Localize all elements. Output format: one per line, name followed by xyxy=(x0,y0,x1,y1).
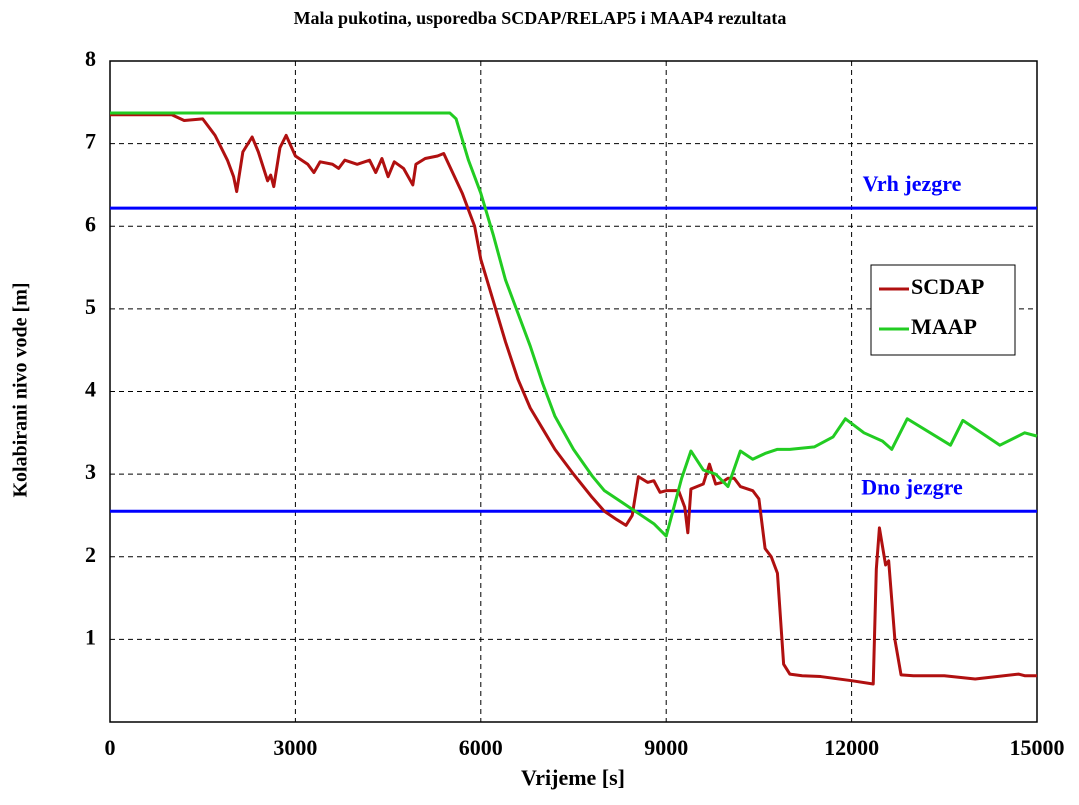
x-tick-label: 9000 xyxy=(644,735,688,760)
y-axis-label: Kolabirani nivo vode [m] xyxy=(10,282,32,497)
y-tick-label: 1 xyxy=(85,624,96,649)
legend-label: SCDAP xyxy=(911,274,984,299)
x-tick-label: 0 xyxy=(105,735,116,760)
series-line xyxy=(110,113,1037,686)
x-tick-label: 3000 xyxy=(273,735,317,760)
plot-border xyxy=(109,60,1038,723)
y-tick-label: 4 xyxy=(85,377,96,402)
legend-box xyxy=(870,264,1016,356)
x-axis-label: Vrijeme [s] xyxy=(521,765,625,790)
reference-label: Vrh jezgre xyxy=(863,171,962,196)
y-tick-label: 8 xyxy=(85,46,96,71)
y-tick-label: 5 xyxy=(85,294,96,319)
y-tick-label: 6 xyxy=(85,211,96,236)
series-line xyxy=(110,111,1038,538)
y-tick-label: 3 xyxy=(85,459,96,484)
legend-label: MAAP xyxy=(911,314,977,339)
y-tick-label: 2 xyxy=(85,542,96,567)
x-tick-label: 15000 xyxy=(1010,735,1065,760)
y-tick-label: 7 xyxy=(85,129,96,154)
x-tick-label: 6000 xyxy=(459,735,503,760)
x-tick-label: 12000 xyxy=(824,735,879,760)
reference-label: Dno jezgre xyxy=(861,474,963,499)
chart-title: Mala pukotina, usporedba SCDAP/RELAP5 i … xyxy=(294,8,787,28)
